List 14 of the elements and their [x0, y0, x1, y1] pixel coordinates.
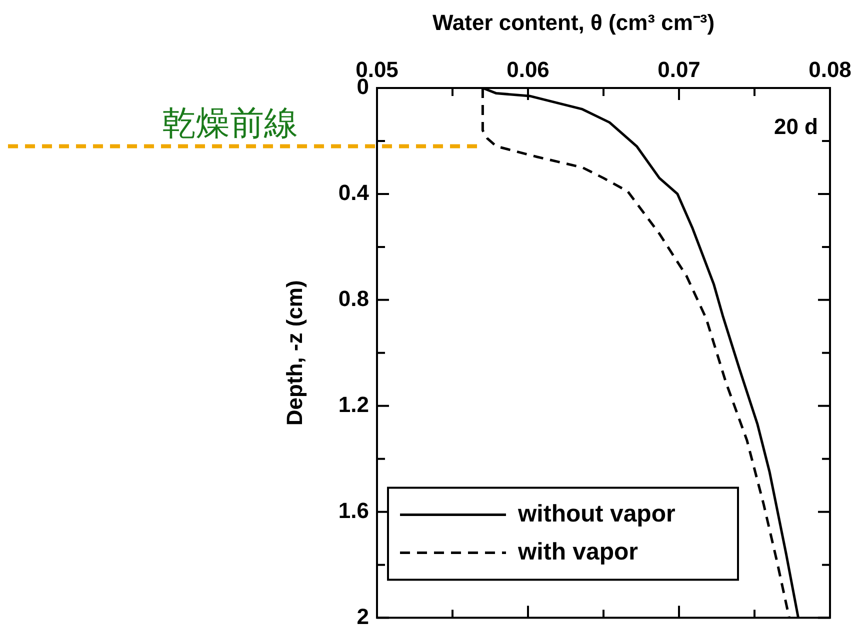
x-axis-title: Water content, θ (cm³ cm⁻³) — [432, 10, 715, 36]
y-tick-label: 2 — [356, 604, 369, 629]
legend-label: with vapor — [517, 538, 638, 566]
y-tick-label: 0.4 — [338, 180, 370, 206]
x-tick-label: 0.07 — [658, 56, 700, 82]
legend-label: without vapor — [517, 500, 676, 528]
y-tick-label: 0.8 — [338, 286, 369, 311]
x-tick-label: 0.06 — [506, 56, 550, 82]
y-tick-label: 1.6 — [338, 498, 369, 523]
x-tick-label: 0.08 — [808, 56, 852, 82]
annotation: 20 d — [774, 114, 818, 140]
y-axis-title: Depth, -z (cm) — [282, 280, 308, 426]
y-tick-label: 1.2 — [338, 392, 369, 417]
ref-line-label: 乾燥前線 — [162, 103, 298, 144]
